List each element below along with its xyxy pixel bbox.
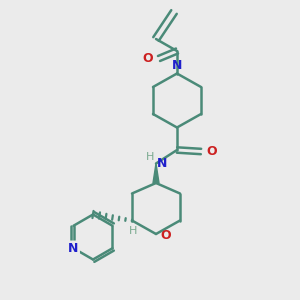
Text: O: O bbox=[206, 145, 217, 158]
Text: N: N bbox=[172, 59, 182, 72]
Text: N: N bbox=[68, 242, 79, 255]
Text: O: O bbox=[142, 52, 153, 65]
Text: N: N bbox=[157, 157, 168, 170]
Text: H: H bbox=[129, 226, 138, 236]
Text: H: H bbox=[146, 152, 154, 162]
Polygon shape bbox=[153, 164, 159, 183]
Text: O: O bbox=[160, 229, 171, 242]
